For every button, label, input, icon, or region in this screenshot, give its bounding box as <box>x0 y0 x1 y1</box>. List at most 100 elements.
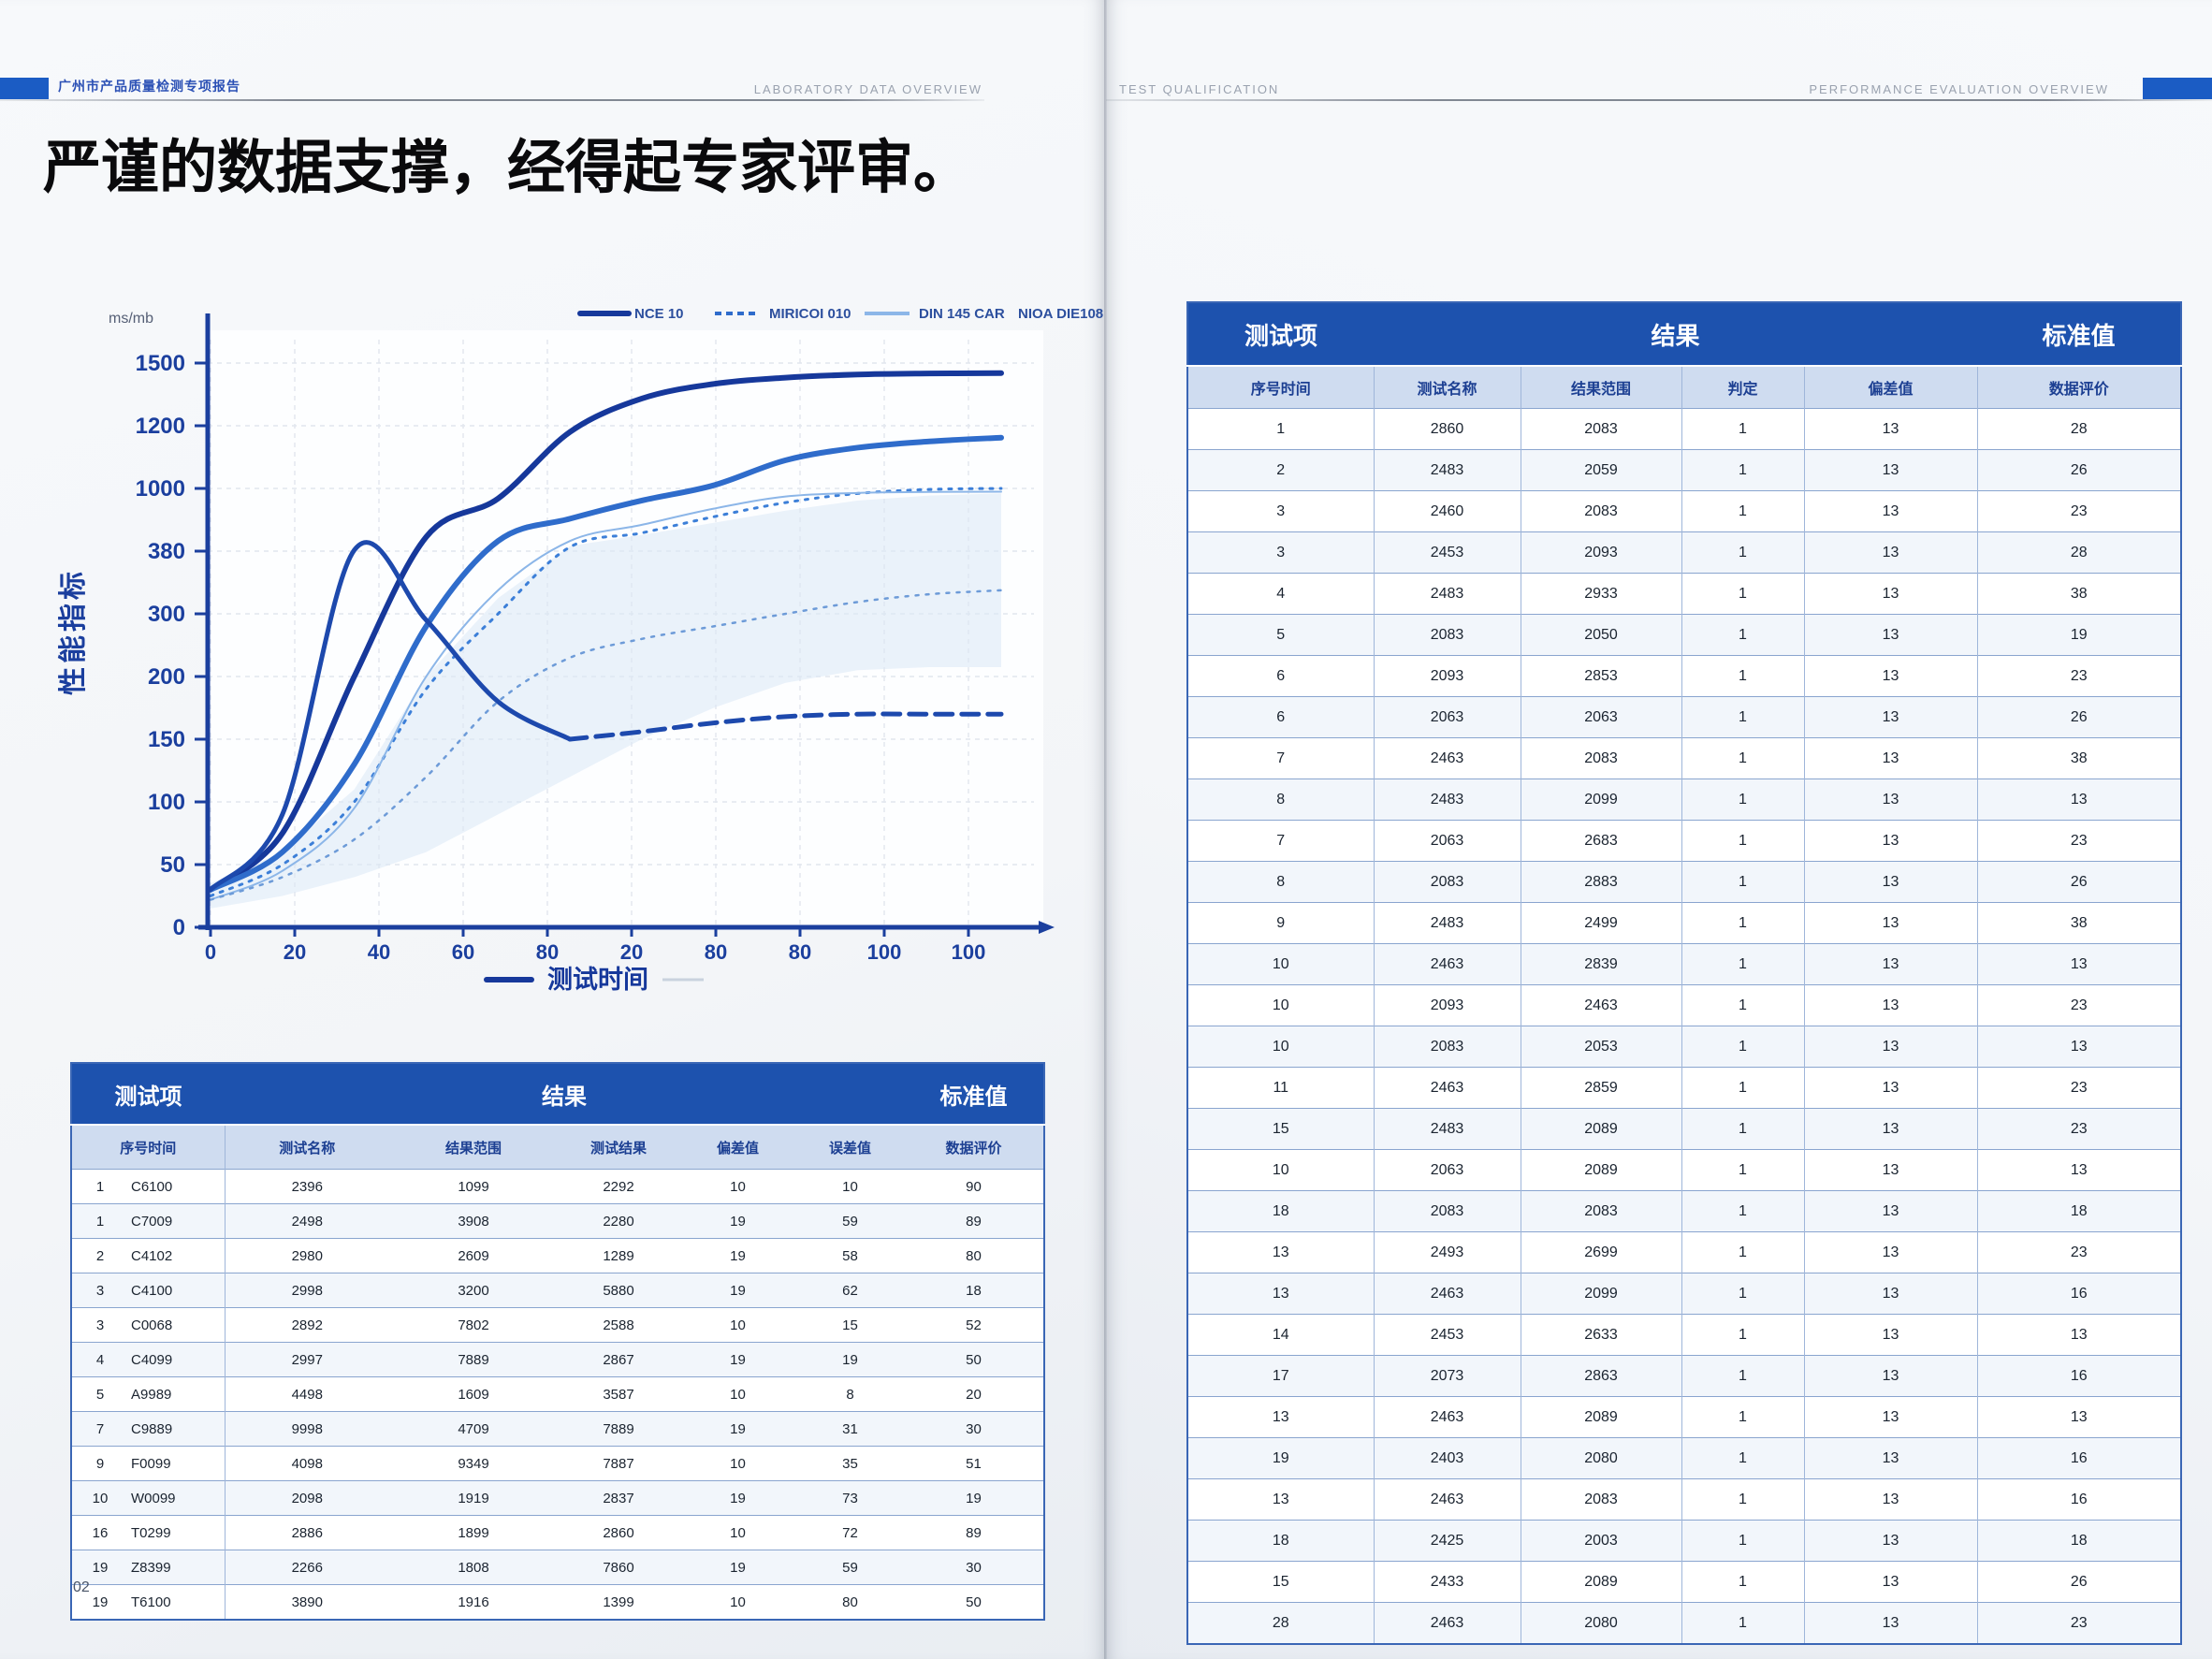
table-cell: 18 <box>1976 1520 2182 1562</box>
table-cell: 7 <box>1187 820 1374 862</box>
table-cell: 10 <box>1187 1149 1374 1191</box>
table-cell: Z8399 <box>127 1550 225 1585</box>
table-cell: 89 <box>904 1203 1044 1239</box>
table-cell: 2050 <box>1520 614 1681 656</box>
table-cell: 2588 <box>558 1307 679 1343</box>
table-row: 8 2483 2099 1 13 13 <box>1187 779 2182 821</box>
table-row: 7 2463 2083 1 13 38 <box>1187 737 2182 779</box>
table-row: 9 2483 2499 1 13 38 <box>1187 902 2182 944</box>
table-cell: 3 <box>1187 531 1374 574</box>
table-row: 10 2063 2089 1 13 13 <box>1187 1149 2182 1191</box>
table-cell: 13 <box>1803 1520 1978 1562</box>
table-cell: 2063 <box>1373 820 1521 862</box>
table-cell: C4100 <box>127 1273 225 1308</box>
table-row: 3 C0068 2892 7802 2588 10 15 52 <box>71 1307 1044 1343</box>
table-row: 13 2493 2699 1 13 23 <box>1187 1231 2182 1273</box>
table-cell: 38 <box>1976 902 2182 944</box>
table-cell: 1808 <box>389 1550 558 1585</box>
table-cell: 1 <box>1681 902 1804 944</box>
column-header: 偏差值 <box>1803 365 1978 409</box>
table-cell: 1 <box>1681 1273 1804 1315</box>
table-cell: 30 <box>904 1411 1044 1447</box>
table-cell: 72 <box>796 1515 904 1550</box>
table-cell: 8 <box>796 1376 904 1412</box>
table-cell: 1 <box>1681 779 1804 821</box>
table-cell: C4102 <box>127 1238 225 1273</box>
table-cell: 13 <box>1803 779 1978 821</box>
svg-text:0: 0 <box>205 940 216 964</box>
table-cell: 2099 <box>1520 1273 1681 1315</box>
table-cell: 1 <box>1681 861 1804 903</box>
table-cell: 3890 <box>224 1584 389 1620</box>
table-cell: 35 <box>796 1446 904 1481</box>
table-row: 6 2063 2063 1 13 26 <box>1187 696 2182 738</box>
table-cell: 13 <box>1976 1149 2182 1191</box>
svg-text:20: 20 <box>284 940 306 964</box>
table-cell: 23 <box>1976 1108 2182 1150</box>
table-cell: T6100 <box>127 1584 225 1620</box>
table-cell: 9 <box>1187 902 1374 944</box>
table-cell: 13 <box>1803 1602 1978 1644</box>
table-cell: 18 <box>1976 1190 2182 1232</box>
table-cell: 2093 <box>1373 655 1521 697</box>
svg-text:1200: 1200 <box>136 414 185 439</box>
column-header: 测试结果 <box>558 1124 679 1170</box>
table-cell: 2433 <box>1373 1561 1521 1603</box>
right-page: TEST QUALIFICATION PERFORMANCE EVALUATIO… <box>1106 0 2212 1659</box>
table-cell: 2089 <box>1520 1149 1681 1191</box>
table-cell: 2083 <box>1520 737 1681 779</box>
table-cell: 18 <box>1187 1190 1374 1232</box>
table-cell: C4099 <box>127 1342 225 1377</box>
table-cell: 2683 <box>1520 820 1681 862</box>
table-cell: 62 <box>796 1273 904 1308</box>
table-cell: 2883 <box>1520 861 1681 903</box>
table-cell: 1 <box>1681 1067 1804 1109</box>
table-row: 10 2093 2463 1 13 23 <box>1187 984 2182 1026</box>
table-row: 3 2460 2083 1 13 23 <box>1187 490 2182 532</box>
table-cell: 19 <box>679 1342 796 1377</box>
group-header: 结果 <box>1374 302 1978 366</box>
svg-text:150: 150 <box>148 727 185 752</box>
table-cell: 2998 <box>224 1273 389 1308</box>
table-cell: 2460 <box>1373 490 1521 532</box>
table-cell: 2083 <box>1520 1190 1681 1232</box>
table-row: 3 2453 2093 1 13 28 <box>1187 531 2182 574</box>
table-cell: 19 <box>796 1342 904 1377</box>
table-cell: 1609 <box>389 1376 558 1412</box>
table-cell: 2396 <box>224 1169 389 1204</box>
table-cell: T0299 <box>127 1515 225 1550</box>
table-cell: 16 <box>71 1515 127 1550</box>
table-cell: 59 <box>796 1203 904 1239</box>
table-cell: 3 <box>1187 490 1374 532</box>
table-cell: 13 <box>1803 1149 1978 1191</box>
table-cell: 23 <box>1976 490 2182 532</box>
group-header: 标准值 <box>1977 302 2182 366</box>
svg-text:NIOA DIE108: NIOA DIE108 <box>1018 306 1103 322</box>
table-cell: 13 <box>1803 737 1978 779</box>
table-cell: 13 <box>1187 1273 1374 1315</box>
table-cell: 2453 <box>1373 1314 1521 1356</box>
table-cell: 16 <box>1976 1437 2182 1479</box>
table-cell: 1916 <box>389 1584 558 1620</box>
svg-text:100: 100 <box>952 940 986 964</box>
table-cell: 2 <box>71 1238 127 1273</box>
column-header: 测试名称 <box>224 1124 389 1170</box>
table-cell: 23 <box>1976 820 2182 862</box>
table-cell: 13 <box>1187 1231 1374 1273</box>
table-cell: 3587 <box>558 1376 679 1412</box>
table-cell: 2463 <box>1520 984 1681 1026</box>
performance-chart: 1500 1200 1000 380 300 200 150 100 50 0 0 20 40 60 80 2… <box>37 220 1104 1006</box>
svg-text:测试时间: 测试时间 <box>547 966 648 994</box>
table-cell: 3 <box>71 1273 127 1308</box>
table-cell: 7860 <box>558 1550 679 1585</box>
table-cell: 1099 <box>389 1169 558 1204</box>
table-cell: 3908 <box>389 1203 558 1239</box>
table-cell: 2083 <box>1373 614 1521 656</box>
table-cell: 2063 <box>1373 1149 1521 1191</box>
table-cell: 13 <box>1803 1478 1978 1521</box>
table-cell: 19 <box>904 1480 1044 1516</box>
table-cell: 2853 <box>1520 655 1681 697</box>
table-cell: 13 <box>1803 1231 1978 1273</box>
table-cell: 19 <box>1976 614 2182 656</box>
group-header: 标准值 <box>904 1063 1044 1125</box>
